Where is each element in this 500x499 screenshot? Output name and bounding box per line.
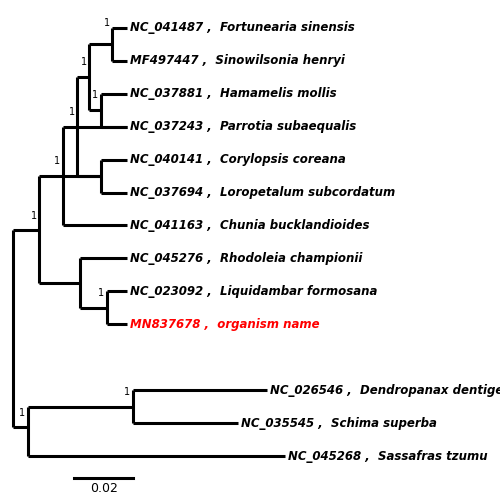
Text: NC_037243 ,  Parrotia subaequalis: NC_037243 , Parrotia subaequalis: [130, 120, 356, 133]
Text: 1: 1: [92, 90, 98, 100]
Text: MN837678 ,  organism name: MN837678 , organism name: [130, 318, 320, 331]
Text: NC_040141 ,  Corylopsis coreana: NC_040141 , Corylopsis coreana: [130, 153, 346, 166]
Text: MF497447 ,  Sinowilsonia henryi: MF497447 , Sinowilsonia henryi: [130, 54, 344, 67]
Text: 1: 1: [104, 18, 110, 28]
Text: 1: 1: [19, 408, 26, 418]
Text: 1: 1: [80, 57, 86, 67]
Text: 1: 1: [98, 288, 104, 298]
Text: 1: 1: [124, 387, 130, 397]
Text: NC_026546 ,  Dendropanax dentiger: NC_026546 , Dendropanax dentiger: [270, 384, 500, 397]
Text: 1: 1: [54, 156, 60, 166]
Text: NC_037694 ,  Loropetalum subcordatum: NC_037694 , Loropetalum subcordatum: [130, 186, 395, 199]
Text: NC_037881 ,  Hamamelis mollis: NC_037881 , Hamamelis mollis: [130, 87, 336, 100]
Text: 1: 1: [31, 211, 37, 221]
Text: NC_023092 ,  Liquidambar formosana: NC_023092 , Liquidambar formosana: [130, 285, 377, 298]
Text: NC_041487 ,  Fortunearia sinensis: NC_041487 , Fortunearia sinensis: [130, 21, 354, 34]
Text: 0.02: 0.02: [90, 483, 118, 496]
Text: NC_045276 ,  Rhodoleia championii: NC_045276 , Rhodoleia championii: [130, 252, 362, 265]
Text: 1: 1: [69, 107, 75, 117]
Text: NC_041163 ,  Chunia bucklandioides: NC_041163 , Chunia bucklandioides: [130, 219, 370, 232]
Text: NC_035545 ,  Schima superba: NC_035545 , Schima superba: [241, 417, 436, 430]
Text: NC_045268 ,  Sassafras tzumu: NC_045268 , Sassafras tzumu: [288, 450, 487, 463]
